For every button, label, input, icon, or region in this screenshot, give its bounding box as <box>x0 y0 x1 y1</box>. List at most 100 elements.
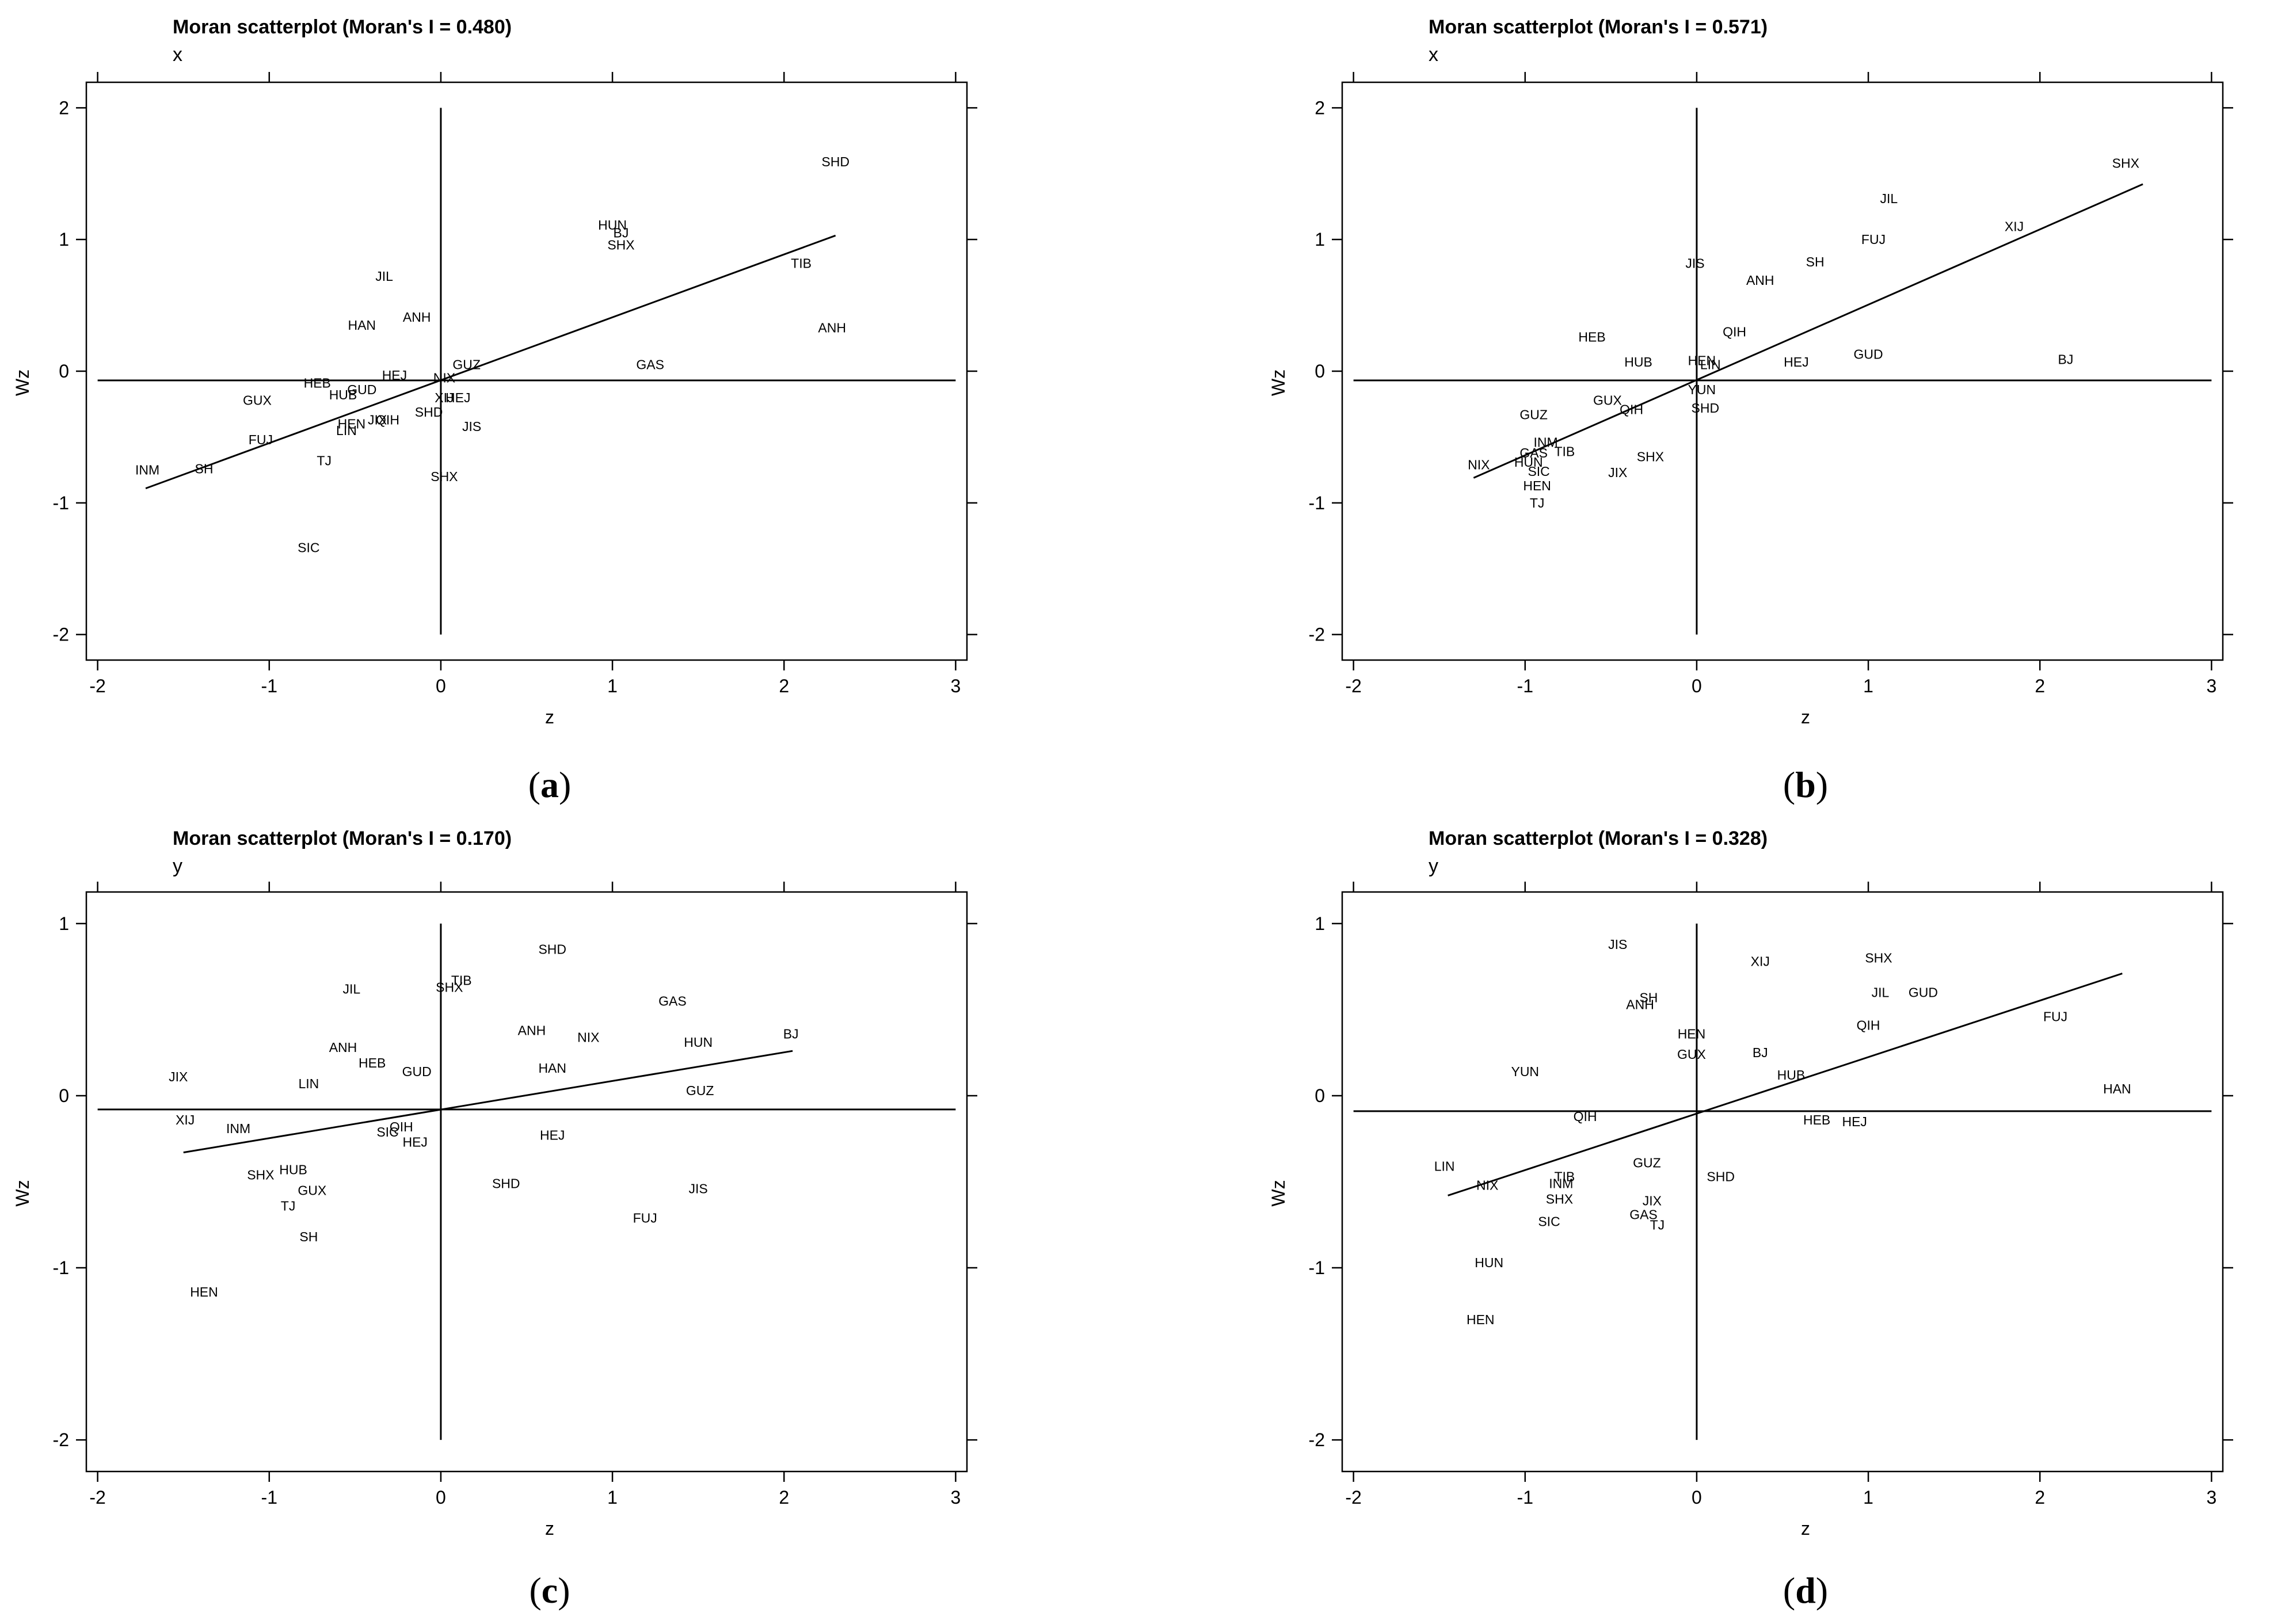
x-axis-label: z <box>1801 1518 1810 1539</box>
regression-line <box>1448 973 2123 1196</box>
point-label: BJ <box>783 1026 799 1041</box>
point-label: HUB <box>1624 354 1652 369</box>
point-label: SHD <box>538 942 566 957</box>
point-label: SHX <box>2112 155 2139 170</box>
point-label: GAS <box>1519 445 1548 460</box>
point-label: ANH <box>818 320 846 335</box>
x-tick-label: 1 <box>607 676 618 696</box>
y-tick-label: 2 <box>59 97 69 118</box>
x-tick-label: 0 <box>436 1487 446 1508</box>
point-label: JIX <box>169 1069 188 1084</box>
point-label: JIS <box>689 1181 708 1196</box>
panel-caption: (b) <box>1783 764 1828 805</box>
point-label: HEN <box>1688 353 1716 368</box>
x-axis-label: z <box>545 1518 554 1539</box>
point-label: GUZ <box>686 1083 714 1098</box>
chart-title: Moran scatterplot (Moran's I = 0.328) <box>1429 828 1768 849</box>
x-tick-label: -2 <box>1345 1487 1361 1508</box>
point-label: GUD <box>1909 985 1938 1000</box>
point-label: ANH <box>403 310 431 325</box>
point-label: SH <box>299 1229 318 1244</box>
point-label: HEB <box>1803 1112 1830 1127</box>
point-label: SHX <box>431 469 458 484</box>
point-label: HEN <box>1467 1312 1495 1327</box>
y-tick-label: -2 <box>1309 1429 1325 1450</box>
point-label: SHD <box>821 154 850 169</box>
y-tick-label: 2 <box>1315 97 1325 118</box>
plot-frame <box>85 891 968 1473</box>
point-label: GUZ <box>1633 1156 1661 1171</box>
point-label: HEJ <box>445 390 470 405</box>
y-tick-label: -1 <box>1309 493 1325 513</box>
x-tick-label: -2 <box>89 1487 105 1508</box>
point-label: HUN <box>598 218 627 232</box>
y-tick-label: -2 <box>1309 624 1325 645</box>
point-label: NIX <box>1468 457 1490 472</box>
x-tick-label: -1 <box>1517 676 1533 696</box>
variable-name: x <box>1429 44 1438 66</box>
point-label: HEJ <box>1842 1114 1867 1129</box>
point-label: YUN <box>1688 382 1716 397</box>
x-tick-label: 0 <box>1692 1487 1702 1508</box>
x-tick-label: -2 <box>1345 676 1361 696</box>
y-tick-label: 0 <box>59 361 69 382</box>
y-axis-label: Wz <box>1268 369 1289 396</box>
point-label: GUD <box>402 1064 432 1079</box>
point-label: SHX <box>1865 951 1892 966</box>
point-label: HAN <box>348 318 376 333</box>
x-tick-label: 0 <box>436 676 446 696</box>
point-label: JIX <box>368 413 387 428</box>
point-label: ANH <box>518 1023 546 1038</box>
point-label: JIL <box>1872 985 1890 1000</box>
y-tick-label: 1 <box>1315 229 1325 250</box>
variable-name: x <box>173 44 182 66</box>
point-label: JIS <box>462 419 481 434</box>
point-label: XIJ <box>2005 219 2024 234</box>
point-label: HAN <box>2103 1081 2131 1096</box>
point-label: HUB <box>1777 1068 1806 1082</box>
point-label: JIS <box>1685 256 1704 270</box>
point-label: HEB <box>359 1055 386 1070</box>
point-label: ANH <box>1626 997 1654 1012</box>
point-label: HEJ <box>402 1135 427 1150</box>
point-label: JIX <box>1608 465 1627 480</box>
point-label: GUX <box>243 392 272 407</box>
panel-b: Moran scatterplot (Moran's I = 0.571) x -2… <box>1268 16 2233 805</box>
point-label: HEN <box>190 1284 218 1299</box>
point-label: QIH <box>1620 402 1643 417</box>
y-tick-label: -1 <box>1309 1257 1325 1278</box>
panel-a: Moran scatterplot (Moran's I = 0.480) x -2… <box>12 16 977 805</box>
x-tick-label: 0 <box>1692 676 1702 696</box>
x-tick-label: 3 <box>950 1487 961 1508</box>
point-label: XIJ <box>176 1112 195 1127</box>
point-label: TJ <box>317 453 332 468</box>
y-tick-label: 1 <box>59 229 69 250</box>
variable-name: y <box>173 855 182 877</box>
x-tick-label: 2 <box>2035 676 2045 696</box>
point-label: HUB <box>329 387 357 402</box>
point-label: INM <box>226 1121 250 1136</box>
plot-frame <box>1341 891 2224 1473</box>
point-label: TIB <box>1554 444 1575 459</box>
x-tick-label: -1 <box>261 1487 277 1508</box>
point-label: QIH <box>376 413 399 428</box>
x-tick-label: 1 <box>607 1487 618 1508</box>
point-label: JIX <box>1643 1193 1662 1208</box>
panel-caption: (a) <box>528 764 572 805</box>
x-tick-label: 3 <box>950 676 961 696</box>
y-axis-label: Wz <box>12 1180 33 1206</box>
point-label: BJ <box>2058 352 2074 367</box>
point-label: LIN <box>336 423 357 438</box>
panel-c: Moran scatterplot (Moran's I = 0.170) y -2… <box>12 828 977 1611</box>
point-label: SHX <box>1546 1191 1573 1206</box>
y-axis-label: Wz <box>1268 1180 1289 1206</box>
point-label: LIN <box>1700 357 1721 372</box>
point-label: GUD <box>347 382 376 397</box>
point-label: SHX <box>1637 449 1664 464</box>
point-label: SIC <box>1528 464 1549 479</box>
point-label: SHX <box>436 980 463 995</box>
point-label: HEB <box>304 376 331 391</box>
point-label: GUD <box>1854 346 1883 361</box>
y-tick-label: -2 <box>53 1429 69 1450</box>
point-label: HUN <box>684 1035 713 1050</box>
